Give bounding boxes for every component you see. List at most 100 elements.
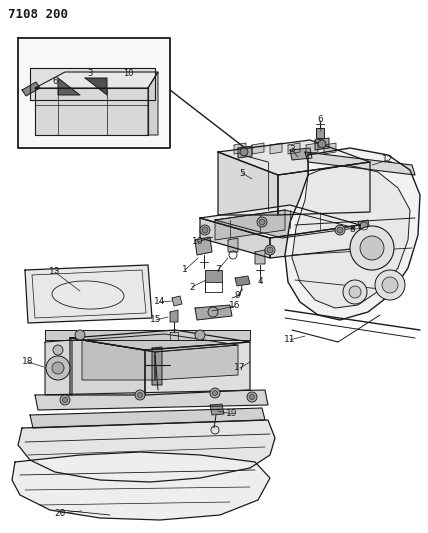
Text: 1: 1 xyxy=(182,265,188,274)
Polygon shape xyxy=(82,340,155,380)
Circle shape xyxy=(202,227,208,233)
Text: 18: 18 xyxy=(22,358,34,367)
Polygon shape xyxy=(12,452,270,520)
Circle shape xyxy=(75,330,85,340)
Polygon shape xyxy=(290,148,312,160)
Text: 3: 3 xyxy=(289,146,295,155)
Circle shape xyxy=(135,390,145,400)
Polygon shape xyxy=(170,310,178,322)
Text: 9: 9 xyxy=(234,292,240,301)
Polygon shape xyxy=(215,210,355,238)
Polygon shape xyxy=(30,408,265,428)
Circle shape xyxy=(240,148,248,156)
Polygon shape xyxy=(45,340,72,395)
Text: 5: 5 xyxy=(239,168,245,177)
Text: 15: 15 xyxy=(150,316,162,325)
Circle shape xyxy=(62,398,68,402)
Text: 10: 10 xyxy=(123,69,133,78)
Polygon shape xyxy=(252,143,264,154)
Polygon shape xyxy=(18,38,170,148)
Circle shape xyxy=(210,388,220,398)
Polygon shape xyxy=(315,138,329,150)
Polygon shape xyxy=(58,78,80,95)
Circle shape xyxy=(250,394,255,400)
Text: 2: 2 xyxy=(189,282,195,292)
Text: 6: 6 xyxy=(317,116,323,125)
Polygon shape xyxy=(25,265,152,323)
Polygon shape xyxy=(172,296,182,306)
Circle shape xyxy=(265,245,275,255)
Text: 12: 12 xyxy=(382,156,394,165)
Circle shape xyxy=(257,217,267,227)
Polygon shape xyxy=(358,220,370,232)
Polygon shape xyxy=(218,152,278,215)
Polygon shape xyxy=(152,347,162,385)
Circle shape xyxy=(53,345,63,355)
Circle shape xyxy=(60,395,70,405)
Polygon shape xyxy=(35,390,268,410)
Circle shape xyxy=(350,226,394,270)
Polygon shape xyxy=(22,82,40,96)
Text: 4: 4 xyxy=(257,278,263,287)
Polygon shape xyxy=(85,78,107,95)
Polygon shape xyxy=(35,88,148,135)
Polygon shape xyxy=(170,332,178,340)
Text: 7: 7 xyxy=(215,265,221,274)
Polygon shape xyxy=(306,143,318,154)
Polygon shape xyxy=(145,342,250,395)
Polygon shape xyxy=(82,334,238,352)
Circle shape xyxy=(382,277,398,293)
Text: 8: 8 xyxy=(349,225,355,235)
Polygon shape xyxy=(292,165,410,308)
Text: 16: 16 xyxy=(229,302,241,311)
Polygon shape xyxy=(70,338,145,395)
Circle shape xyxy=(335,225,345,235)
Polygon shape xyxy=(270,143,282,154)
Polygon shape xyxy=(195,305,232,320)
Polygon shape xyxy=(18,420,275,482)
Polygon shape xyxy=(255,250,265,264)
Text: 13: 13 xyxy=(49,268,61,277)
Polygon shape xyxy=(235,276,250,286)
Polygon shape xyxy=(70,330,250,350)
Polygon shape xyxy=(285,148,420,320)
Polygon shape xyxy=(205,270,222,282)
Polygon shape xyxy=(278,162,370,215)
Circle shape xyxy=(375,270,405,300)
Polygon shape xyxy=(238,146,252,158)
Polygon shape xyxy=(45,330,250,340)
Text: 20: 20 xyxy=(54,508,65,518)
Circle shape xyxy=(52,362,64,374)
Circle shape xyxy=(267,247,273,253)
Polygon shape xyxy=(200,218,270,258)
Polygon shape xyxy=(210,404,224,415)
Text: 11: 11 xyxy=(284,335,296,344)
Circle shape xyxy=(137,392,143,398)
Polygon shape xyxy=(155,345,238,380)
Polygon shape xyxy=(215,210,285,240)
Circle shape xyxy=(259,219,265,225)
Text: 19: 19 xyxy=(226,409,238,418)
Polygon shape xyxy=(35,72,158,88)
Circle shape xyxy=(337,227,343,233)
Circle shape xyxy=(360,236,384,260)
Circle shape xyxy=(195,330,205,340)
Text: 6: 6 xyxy=(52,77,58,86)
Polygon shape xyxy=(234,143,246,154)
Text: 17: 17 xyxy=(234,364,246,373)
Circle shape xyxy=(349,286,361,298)
Polygon shape xyxy=(324,143,336,154)
Polygon shape xyxy=(218,140,370,175)
Circle shape xyxy=(247,392,257,402)
Circle shape xyxy=(318,140,326,148)
Polygon shape xyxy=(270,225,360,258)
Polygon shape xyxy=(200,205,360,238)
Text: 14: 14 xyxy=(155,297,166,306)
Polygon shape xyxy=(288,143,300,154)
Polygon shape xyxy=(228,238,238,252)
Text: 3: 3 xyxy=(87,69,93,78)
Polygon shape xyxy=(316,128,324,138)
Circle shape xyxy=(46,356,70,380)
Polygon shape xyxy=(30,68,155,100)
Circle shape xyxy=(200,225,210,235)
